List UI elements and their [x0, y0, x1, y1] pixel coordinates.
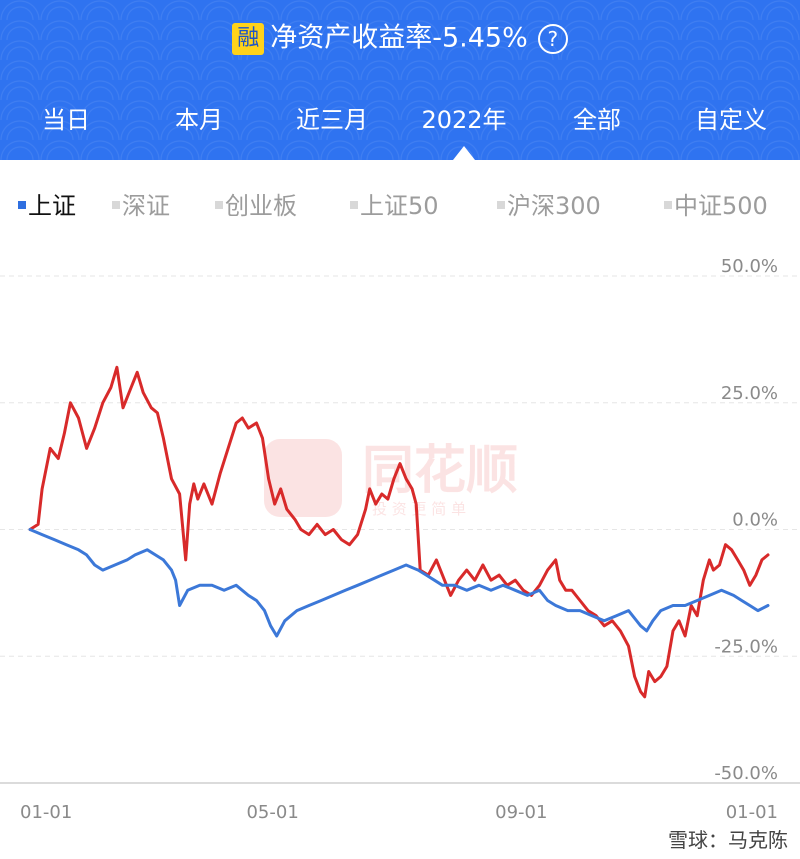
xueqiu-credit: 雪球：马克陈 [668, 828, 788, 852]
watermark-brand: 同花顺 [362, 441, 518, 501]
y-axis-labels: 50.0% 25.0% 0.0% -25.0% -50.0% [714, 256, 778, 784]
help-icon[interactable]: ? [537, 23, 568, 54]
legend-swatch [664, 201, 672, 209]
y-tick-label: 50.0% [721, 256, 778, 277]
tab-three-months[interactable]: 近三月 [296, 106, 368, 134]
portfolio-return-line [28, 365, 770, 699]
legend-szse[interactable]: 深证 [112, 186, 170, 226]
watermark-logo-icon [264, 439, 342, 517]
legend-csi300[interactable]: 沪深300 [497, 186, 601, 226]
x-tick-label: 09-01 [495, 802, 547, 823]
header-banner: 融净资产收益率-5.45%? 当日 本月 近三月 2022年 全部 自定义 [0, 0, 800, 160]
legend-sse[interactable]: 上证 [18, 186, 76, 226]
x-tick-label: 01-01 [20, 802, 72, 823]
roe-title: 净资产收益率-5.45% [270, 22, 528, 54]
period-tabs: 当日 本月 近三月 2022年 全部 自定义 [0, 98, 800, 142]
x-axis-labels: 01-01 05-01 09-01 01-01 [20, 802, 778, 823]
margin-badge: 融 [232, 22, 265, 55]
legend-chinext[interactable]: 创业板 [215, 186, 297, 226]
legend-swatch [112, 201, 120, 209]
legend-csi500[interactable]: 中证500 [664, 186, 768, 226]
index-legend: 上证 深证 创业板 上证50 沪深300 中证500 [0, 186, 800, 226]
legend-swatch [350, 201, 358, 209]
legend-swatch [215, 201, 223, 209]
tab-all[interactable]: 全部 [573, 106, 621, 134]
tab-this-month[interactable]: 本月 [175, 106, 223, 134]
chart-series [28, 365, 770, 699]
tab-today[interactable]: 当日 [42, 106, 90, 134]
selected-tab-indicator [453, 146, 475, 160]
y-tick-label: 25.0% [721, 383, 778, 404]
watermark-tagline: 投 资 更 简 单 [372, 500, 466, 518]
tab-2022[interactable]: 2022年 [421, 106, 507, 134]
header-title-row: 融净资产收益率-5.45%? [0, 18, 800, 58]
chart-grid [0, 275, 800, 784]
legend-sse50[interactable]: 上证50 [350, 186, 439, 226]
x-tick-label: 01-01 [726, 802, 778, 823]
sse-index-line [28, 528, 770, 638]
legend-swatch [497, 201, 505, 209]
tab-custom[interactable]: 自定义 [695, 106, 767, 134]
x-tick-label: 05-01 [246, 802, 298, 823]
return-line-chart: 同花顺 投 资 更 简 单 50.0% 25.0% 0.0% -25.0% -50.0%… [0, 256, 800, 823]
y-tick-label: 0.0% [732, 510, 778, 531]
y-tick-label: -50.0% [714, 763, 778, 784]
y-tick-label: -25.0% [714, 636, 778, 657]
legend-swatch [18, 201, 26, 209]
watermark-logo: 同花顺 投 资 更 简 单 [264, 439, 518, 518]
